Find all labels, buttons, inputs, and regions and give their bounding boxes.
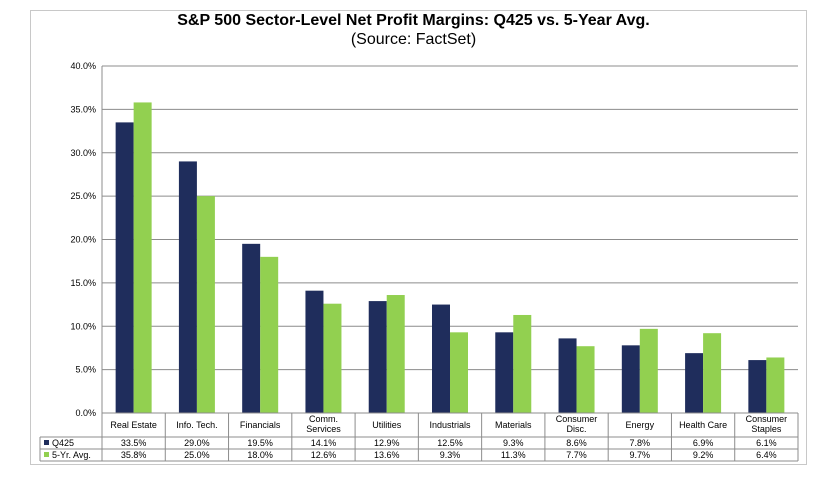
data-table-cell: 7.8% [630, 438, 651, 448]
y-tick-label: 10.0% [70, 321, 96, 331]
data-table-cell: 12.6% [311, 450, 337, 460]
bar-5yr-avg [260, 256, 279, 413]
bar-5yr-avg [703, 333, 722, 413]
data-table-cell: 7.7% [566, 450, 587, 460]
legend-key-5yr-avg [44, 452, 49, 457]
y-tick-label: 15.0% [70, 278, 96, 288]
data-table-cell: 18.0% [247, 450, 273, 460]
x-tick-label: Health Care [679, 420, 727, 430]
bar-5yr-avg [386, 295, 405, 413]
data-table-cell: 19.5% [247, 438, 273, 448]
x-tick-label: Staples [751, 424, 782, 434]
x-tick-label: Services [306, 424, 341, 434]
bar-q425 [368, 301, 387, 413]
legend-label: Q425 [52, 438, 74, 448]
y-tick-label: 30.0% [70, 148, 96, 158]
y-tick-label: 20.0% [70, 235, 96, 245]
x-tick-label: Disc. [567, 424, 587, 434]
x-tick-label: Materials [495, 420, 532, 430]
bar-5yr-avg [323, 303, 342, 413]
bar-5yr-avg [513, 314, 532, 413]
data-table-cell: 9.3% [503, 438, 524, 448]
bar-q425 [621, 345, 640, 413]
bar-5yr-avg [766, 357, 785, 413]
bar-q425 [558, 338, 577, 413]
bar-q425 [178, 161, 197, 413]
data-table-cell: 6.1% [756, 438, 777, 448]
data-table-cell: 9.7% [630, 450, 651, 460]
x-tick-label: Info. Tech. [176, 420, 217, 430]
chart-subtitle: (Source: FactSet) [350, 31, 477, 48]
bar-5yr-avg [639, 328, 658, 413]
legend-label: 5-Yr. Avg. [52, 450, 91, 460]
data-table-cell: 25.0% [184, 450, 210, 460]
data-table-cell: 12.9% [374, 438, 400, 448]
data-table-cell: 9.2% [693, 450, 714, 460]
data-table-cell: 13.6% [374, 450, 400, 460]
x-tick-label: Comm. [309, 414, 338, 424]
bar-5yr-avg [450, 332, 468, 413]
x-tick-label: Energy [626, 420, 655, 430]
bar-q425 [748, 360, 767, 413]
data-table-cell: 35.8% [121, 450, 147, 460]
y-tick-label: 0.0% [75, 408, 96, 418]
data-table-cell: 6.4% [756, 450, 777, 460]
x-tick-label: Consumer [746, 414, 788, 424]
data-table-cell: 6.9% [693, 438, 714, 448]
chart-title: S&P 500 Sector-Level Net Profit Margins:… [177, 12, 650, 29]
x-tick-label: Utilities [372, 420, 402, 430]
x-tick-label: Real Estate [110, 420, 157, 430]
bar-5yr-avg [576, 346, 595, 413]
bar-q425 [432, 304, 450, 413]
bar-q425 [242, 243, 261, 413]
y-tick-label: 40.0% [70, 61, 96, 71]
legend-key-q425 [44, 440, 49, 445]
x-tick-label: Financials [240, 420, 281, 430]
bar-5yr-avg [196, 196, 215, 413]
bar-5yr-avg [133, 102, 152, 413]
x-tick-label: Industrials [429, 420, 471, 430]
data-table-cell: 33.5% [121, 438, 147, 448]
data-table-cell: 29.0% [184, 438, 210, 448]
data-table-cell: 11.3% [501, 450, 526, 460]
data-table-cell: 9.3% [440, 450, 461, 460]
bar-q425 [495, 332, 514, 413]
bar-q425 [305, 290, 324, 413]
chart-frame [30, 10, 807, 465]
y-tick-label: 5.0% [75, 365, 96, 375]
y-tick-label: 25.0% [70, 191, 96, 201]
x-tick-label: Consumer [556, 414, 598, 424]
bar-q425 [685, 353, 704, 413]
data-table-cell: 14.1% [311, 438, 337, 448]
data-table-cell: 8.6% [566, 438, 587, 448]
data-table-cell: 12.5% [437, 438, 463, 448]
bar-q425 [115, 122, 134, 413]
y-tick-label: 35.0% [70, 104, 96, 114]
